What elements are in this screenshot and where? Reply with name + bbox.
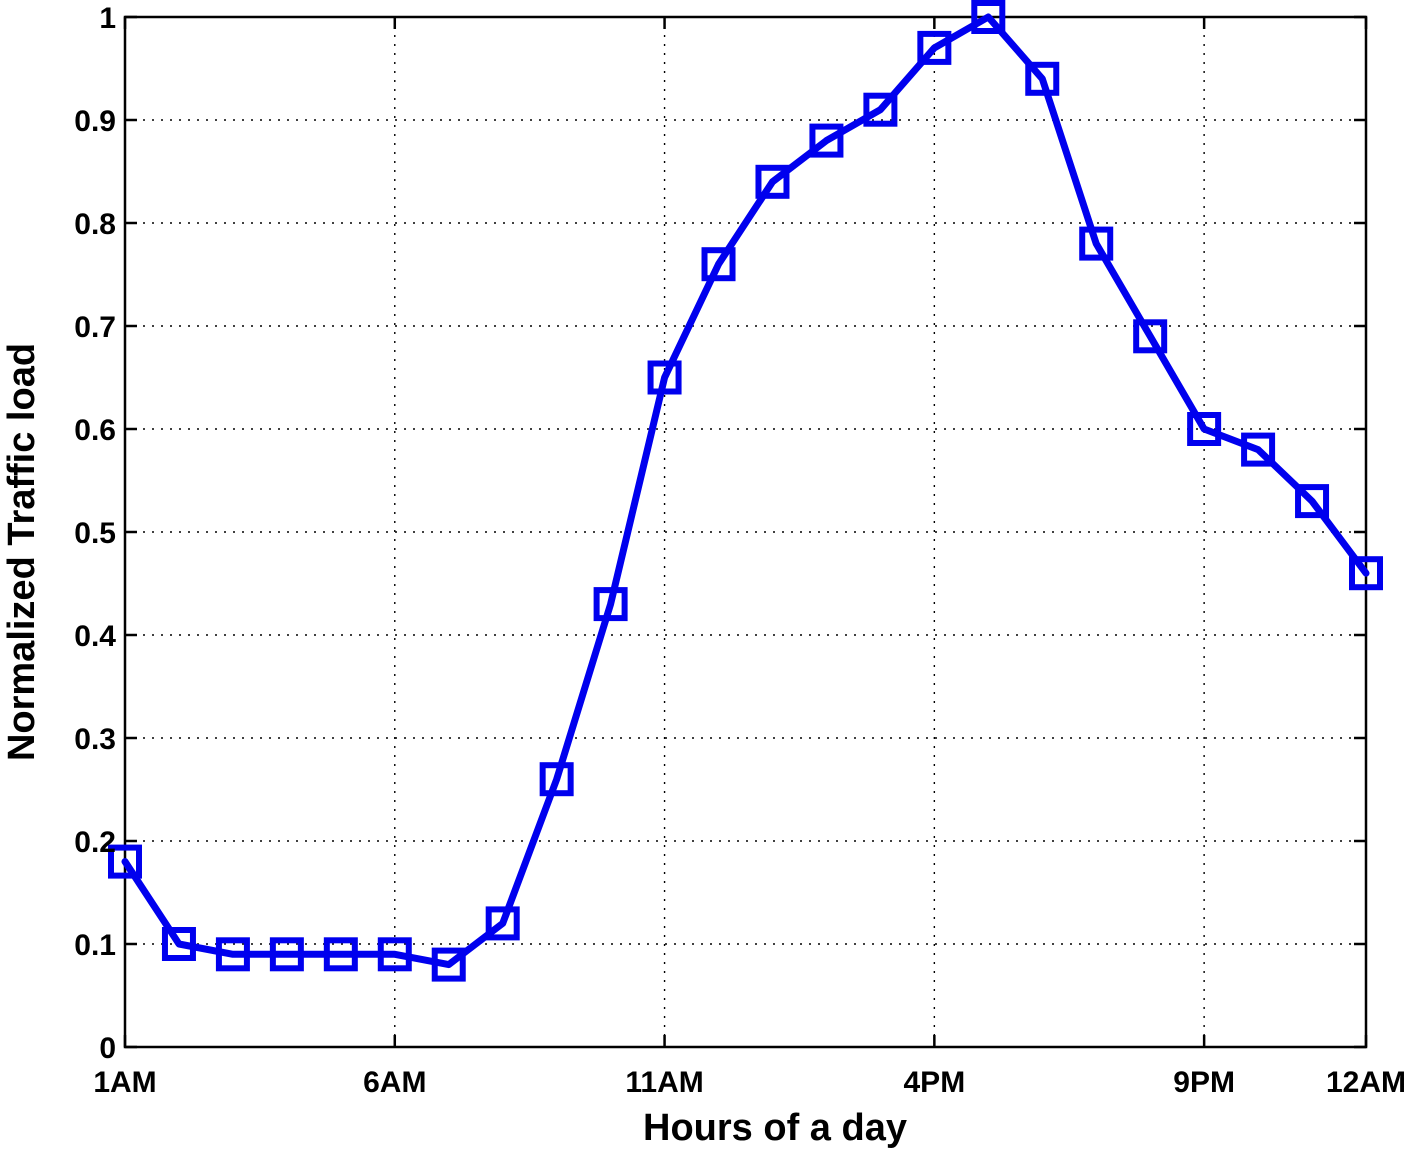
series-markers xyxy=(108,0,1383,982)
x-tick-label: 9PM xyxy=(1173,1066,1235,1099)
y-axis-title: Normalized Traffic load xyxy=(1,343,43,761)
y-tick-label: 0.7 xyxy=(74,311,116,344)
x-tick-labels: 1AM 6AM 11AM 4PM 9PM 12AM xyxy=(93,1066,1406,1099)
data-point-marker xyxy=(269,937,304,972)
data-point-marker xyxy=(1025,61,1060,96)
data-point-marker xyxy=(161,927,196,961)
data-point-marker xyxy=(809,123,844,158)
y-tick-label: 0.8 xyxy=(74,208,116,241)
data-point-marker xyxy=(755,164,790,199)
data-point-marker xyxy=(1295,484,1330,519)
x-tick-label: 11AM xyxy=(625,1066,703,1099)
y-tick-label: 0.9 xyxy=(74,105,116,138)
y-tick-label: 0.2 xyxy=(74,826,116,859)
data-point-marker xyxy=(701,247,736,282)
x-tick-label: 1AM xyxy=(93,1066,156,1099)
data-point-marker xyxy=(377,937,412,972)
data-point-marker xyxy=(647,360,682,395)
data-point-marker xyxy=(593,587,628,622)
y-tick-label: 0 xyxy=(99,1032,116,1065)
data-point-marker xyxy=(108,844,142,879)
data-point-marker xyxy=(431,947,466,982)
data-point-marker xyxy=(1241,432,1276,467)
y-tick-labels: 0 0.1 0.2 0.3 0.4 0.5 0.6 0.7 0.8 0.9 1 xyxy=(74,2,116,1065)
data-point-marker xyxy=(323,937,358,972)
data-point-marker xyxy=(971,0,1006,34)
axis-ticks xyxy=(123,15,1368,1049)
data-point-marker xyxy=(863,92,898,127)
data-point-marker xyxy=(539,762,574,797)
x-tick-label: 6AM xyxy=(363,1066,426,1099)
series-lines xyxy=(121,13,1370,969)
data-point-marker xyxy=(1349,556,1383,591)
data-point-marker xyxy=(485,906,520,941)
y-tick-label: 0.1 xyxy=(74,929,116,962)
x-axis-title: Hours of a day xyxy=(643,1107,907,1149)
y-tick-label: 0.3 xyxy=(74,723,116,756)
series-line xyxy=(121,13,1370,969)
data-point-marker xyxy=(917,30,952,65)
y-tick-label: 0.5 xyxy=(74,517,116,550)
data-point-marker xyxy=(1133,319,1168,354)
grid-lines xyxy=(125,17,1366,1047)
y-tick-label: 0.4 xyxy=(74,620,116,653)
x-tick-label: 12AM xyxy=(1326,1066,1406,1099)
y-tick-label: 0.6 xyxy=(74,414,116,447)
data-point-marker xyxy=(1187,412,1222,446)
data-point-marker xyxy=(215,937,250,972)
y-tick-label: 1 xyxy=(99,2,116,35)
x-tick-label: 4PM xyxy=(904,1066,966,1099)
data-point-marker xyxy=(1079,226,1114,261)
